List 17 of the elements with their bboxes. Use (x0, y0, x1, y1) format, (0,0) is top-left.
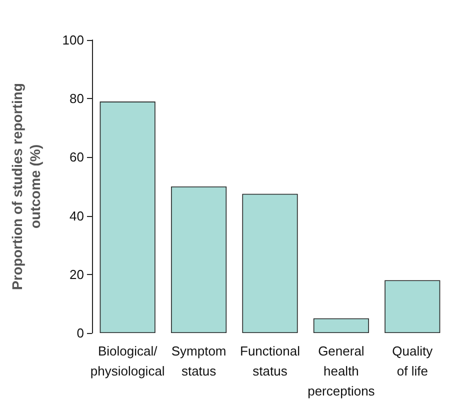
y-tick-label: 0 (76, 326, 84, 340)
x-tick-label: Symptom status (171, 344, 226, 378)
y-tick-label: 100 (62, 32, 84, 48)
y-tick-label: 60 (70, 150, 84, 165)
x-tick-label: Functional status (240, 344, 300, 378)
bar (171, 186, 227, 333)
bar (242, 194, 298, 333)
y-tick-label: 40 (70, 208, 84, 224)
y-tick-label: 20 (70, 266, 84, 282)
x-tick-label: General health perceptions (308, 344, 376, 398)
x-tick-label: Biological/ physiological (90, 344, 165, 378)
bar (384, 280, 440, 333)
x-tick-label: Quality of life (392, 344, 434, 378)
y-tick-label: 80 (70, 91, 84, 106)
bar (313, 318, 369, 333)
bar (100, 102, 156, 333)
y-axis-title: Proportion of studies reporting outcome (%) (9, 83, 43, 290)
